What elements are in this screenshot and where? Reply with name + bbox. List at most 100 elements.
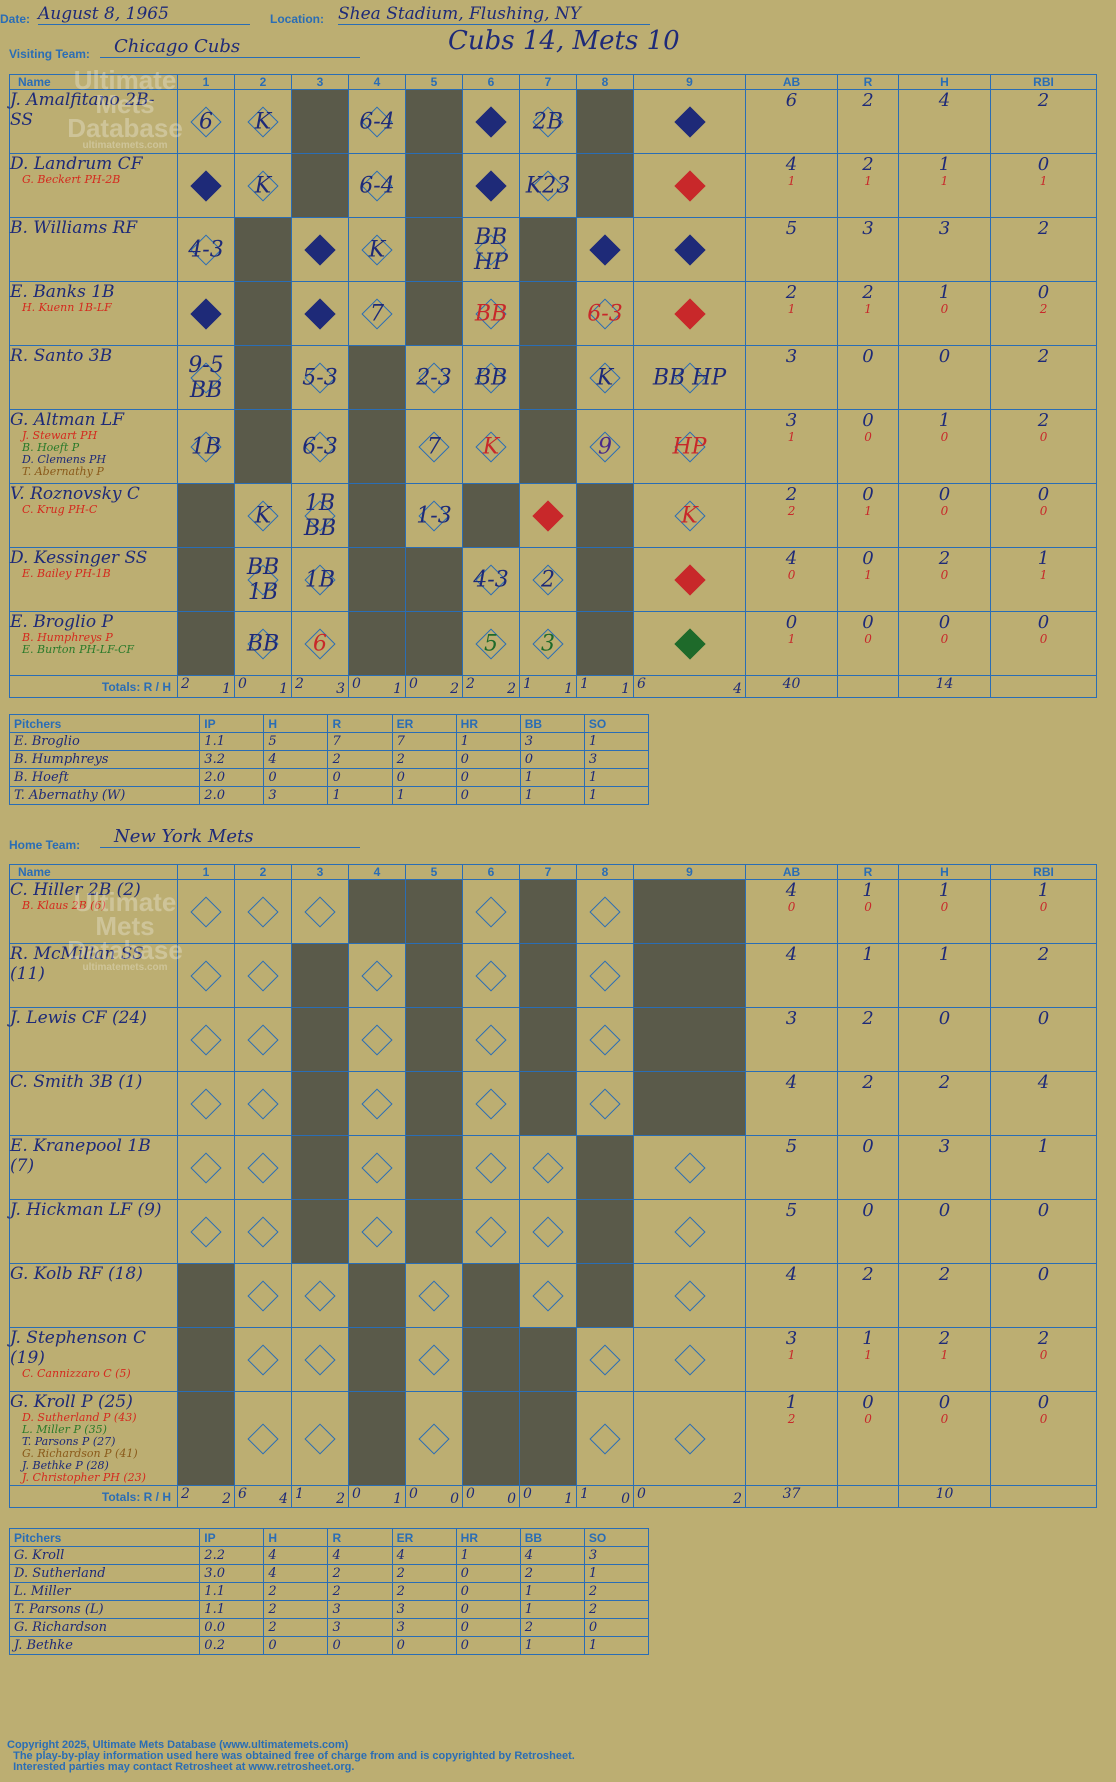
pitcher-stat: 0 bbox=[391, 1636, 457, 1655]
player-name: J. Hickman LF (9) bbox=[10, 1200, 162, 1220]
base-diamond bbox=[589, 959, 621, 992]
inning-header-7: 7 bbox=[519, 864, 577, 880]
inning-cell bbox=[519, 879, 577, 944]
pitcher-row: L. Miller 1.1 2 2 2 0 1 2 bbox=[8, 1582, 650, 1601]
base-diamond bbox=[304, 1343, 336, 1376]
inning-cell bbox=[519, 943, 577, 1008]
inning-cell: 6-4 bbox=[348, 89, 406, 154]
base-diamond bbox=[475, 105, 507, 138]
substitute-name: B. Humphreys P bbox=[22, 631, 113, 644]
sub-stat-value: 0 bbox=[787, 568, 796, 582]
sub-stat-value: 1 bbox=[1039, 568, 1048, 582]
stat-value: 5 bbox=[785, 218, 798, 239]
sub-stat-value: 0 bbox=[787, 900, 796, 914]
pitcher-stat: 1 bbox=[583, 768, 650, 787]
play-result: 6 bbox=[313, 631, 327, 656]
base-diamond bbox=[247, 1215, 279, 1248]
play-result: 9-5 BB bbox=[188, 352, 224, 403]
substitute-name: J. Christopher PH (23) bbox=[22, 1471, 146, 1484]
stat-value: 2 bbox=[938, 1072, 951, 1093]
inning-cell bbox=[348, 1071, 406, 1136]
stat-value: 1 bbox=[938, 154, 951, 175]
stat-value: 4 bbox=[785, 548, 798, 569]
inning-cell bbox=[177, 879, 235, 944]
player-name-cell: G. Kolb RF (18) bbox=[9, 1263, 178, 1328]
visiting-team-label: Visiting Team: bbox=[9, 47, 90, 61]
inning-cell: 1B bbox=[291, 547, 349, 612]
inning-cell bbox=[348, 547, 406, 612]
inning-runs: 2 bbox=[295, 676, 304, 692]
inning-cell bbox=[291, 89, 349, 154]
pitcher-stat: 1 bbox=[327, 786, 393, 805]
copyright-footer: Copyright 2025, Ultimate Mets Database (… bbox=[7, 1739, 575, 1773]
inning-runs: 2 bbox=[181, 676, 190, 692]
base-diamond bbox=[247, 1151, 279, 1184]
inning-cell bbox=[234, 281, 292, 346]
pitching-header: IP bbox=[199, 714, 265, 733]
player-stat: 6 bbox=[744, 89, 839, 154]
player-stat: 3 bbox=[897, 1135, 992, 1200]
inning-runs: 0 bbox=[637, 1486, 646, 1502]
inning-hits: 3 bbox=[336, 681, 345, 697]
pitcher-stat: 0 bbox=[327, 1636, 393, 1655]
stat-value: 5 bbox=[785, 1200, 798, 1221]
base-diamond bbox=[304, 1422, 336, 1455]
inning-cell bbox=[462, 1007, 520, 1072]
base-diamond bbox=[673, 1422, 706, 1455]
play-result: 6-3 bbox=[302, 434, 338, 459]
stat-value: 1 bbox=[938, 944, 951, 965]
sub-stat-value: 1 bbox=[864, 1348, 872, 1362]
inning-cell bbox=[462, 879, 520, 944]
inning-cell bbox=[633, 611, 746, 676]
base-diamond bbox=[589, 1422, 621, 1455]
pitcher-stat: 3 bbox=[583, 1546, 650, 1565]
stat-value: 2 bbox=[1037, 346, 1050, 367]
inning-runs: 2 bbox=[466, 676, 475, 692]
inning-cell bbox=[291, 217, 349, 282]
substitute-name: C. Cannizzaro C (5) bbox=[22, 1367, 131, 1380]
pitching-header: R bbox=[327, 1528, 393, 1547]
inning-cell bbox=[633, 1007, 746, 1072]
inning-cell bbox=[234, 409, 292, 484]
inning-cell bbox=[576, 1327, 634, 1392]
play-result: K bbox=[254, 503, 272, 528]
stat-value: 0 bbox=[1037, 1200, 1050, 1221]
player-name-cell: G. Altman LF J. Stewart PH B. Hoeft P D. Cl… bbox=[9, 409, 178, 484]
inning-cell: 4-3 bbox=[177, 217, 235, 282]
inning-cell: 6-3 bbox=[576, 281, 634, 346]
base-diamond bbox=[190, 1151, 222, 1184]
pitcher-stat: 0 bbox=[455, 768, 521, 787]
base-diamond bbox=[304, 895, 336, 928]
inning-header-1: 1 bbox=[177, 864, 235, 880]
pitcher-stat: 1.1 bbox=[199, 1600, 265, 1619]
inning-cell bbox=[519, 1199, 577, 1264]
sub-stat-value: 0 bbox=[940, 1412, 949, 1426]
inning-header-4: 4 bbox=[348, 864, 406, 880]
pitcher-stat: 1 bbox=[455, 732, 521, 751]
total-stat: 14 bbox=[897, 675, 992, 698]
stat-value: 0 bbox=[938, 1392, 951, 1413]
inning-runs: 0 bbox=[238, 676, 247, 692]
inning-cell: K bbox=[576, 345, 634, 410]
player-row: J. Stephenson C (19) C. Cannizzaro C (5) 3… bbox=[9, 1327, 1097, 1392]
player-name-cell: E. Broglio P B. Humphreys P E. Burton PH-L… bbox=[9, 611, 178, 676]
base-diamond bbox=[190, 895, 222, 928]
inning-cell: BB 1B bbox=[234, 547, 292, 612]
pitching-header: Pitchers bbox=[8, 1528, 201, 1547]
pitcher-stat: 1 bbox=[583, 786, 650, 805]
pitching-header: SO bbox=[583, 1528, 650, 1547]
pitching-header: H bbox=[263, 1528, 329, 1547]
sub-stat-value: 0 bbox=[1039, 1412, 1048, 1426]
pitching-header: BB bbox=[519, 1528, 585, 1547]
base-diamond bbox=[247, 959, 279, 992]
sub-stat-value: 2 bbox=[1039, 302, 1048, 316]
base-diamond bbox=[361, 1151, 393, 1184]
base-diamond bbox=[304, 1279, 336, 1312]
player-row: B. Williams RF 4-3 K BB HP 5 3 3 2 bbox=[9, 217, 1097, 282]
